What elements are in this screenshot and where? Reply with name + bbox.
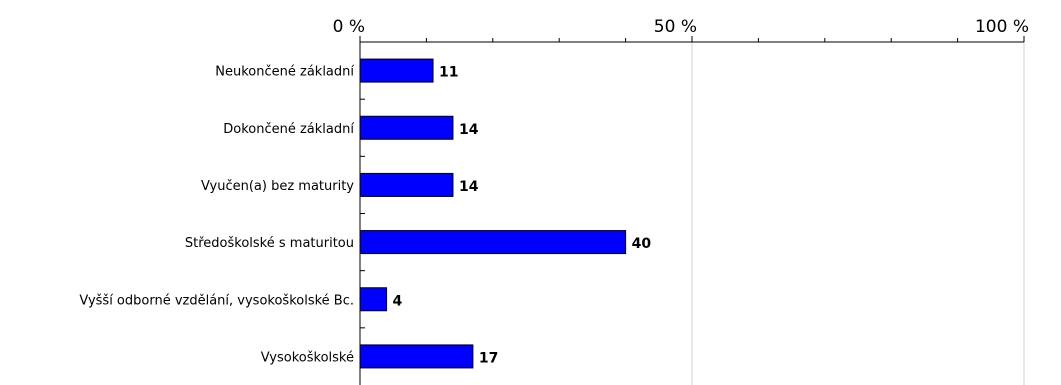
- data-label: 4: [393, 293, 403, 309]
- x-axis: 0 % 50 % 100 %: [333, 17, 1029, 385]
- labels: Neukončené základní 11 Dokončené základní 1…: [79, 65, 651, 367]
- bar: [359, 58, 434, 83]
- x-tick-label: 50 %: [654, 17, 697, 37]
- gridlines: [691, 42, 1025, 385]
- data-label: 17: [479, 350, 498, 366]
- bar: [359, 287, 388, 312]
- category-label: Vysokoškolské: [261, 350, 354, 365]
- data-label: 14: [459, 122, 479, 138]
- bars: [359, 58, 627, 369]
- data-label: 11: [439, 65, 458, 81]
- data-label: 14: [459, 179, 479, 195]
- bar: [359, 344, 474, 369]
- x-tick-label: 100 %: [975, 17, 1029, 37]
- x-tick-label: 0 %: [333, 17, 365, 37]
- category-label: Vyučen(a) bez maturity: [201, 179, 354, 194]
- category-label: Vyšší odborné vzdělání, vysokoškolské Bc…: [79, 293, 354, 308]
- category-label: Neukončené základní: [215, 65, 354, 80]
- category-label: Středoškolské s maturitou: [185, 236, 354, 251]
- data-label: 40: [632, 236, 652, 252]
- category-label: Dokončené základní: [223, 122, 354, 137]
- bar: [359, 172, 454, 197]
- bar: [359, 115, 454, 140]
- bar: [359, 230, 627, 255]
